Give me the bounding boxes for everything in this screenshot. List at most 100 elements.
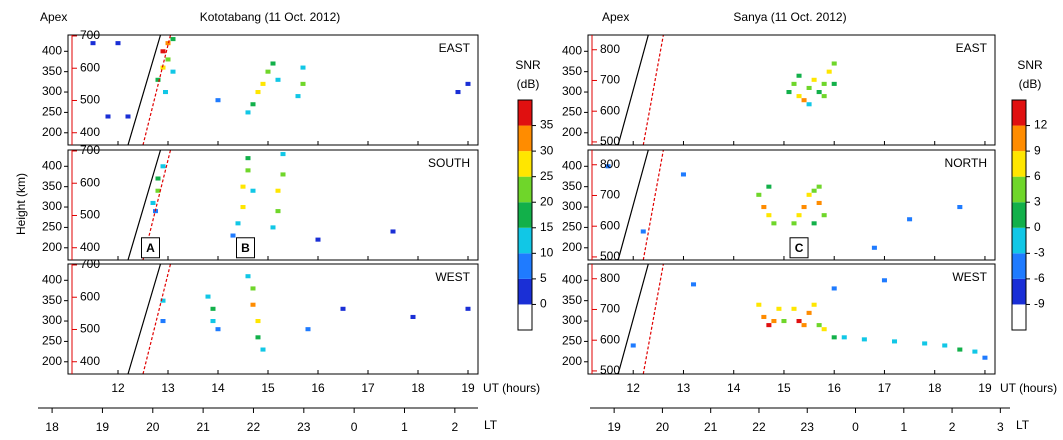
echo-cell [115,41,121,46]
echo-cell [280,152,286,157]
apex-tick-label: 500 [600,249,620,263]
lt-tick-label: 23 [801,420,815,434]
echo-cell [640,229,646,234]
echo-cell [125,114,131,119]
echo-cell [165,57,171,62]
panel-label: WEST [435,270,470,284]
lt-tick-label: 2 [949,420,956,434]
annotation: B [241,241,250,255]
echo-cell [165,41,171,46]
terminator-line [127,263,162,375]
annotation-box [141,237,160,259]
x-tick-label: 17 [878,381,892,395]
echo-cell [811,221,817,226]
echo-cell [826,69,832,74]
echo-cell [250,188,256,193]
echo-cell [265,69,271,74]
echo-cell [680,172,686,177]
y-tick-label: 250 [562,334,582,348]
colorbar-segment [1012,202,1026,228]
apex-tick-label: 700 [80,257,100,271]
colorbar-tick-label: -9 [1034,297,1045,311]
echo-cell [255,335,261,340]
echo-cell [796,73,802,78]
echo-cell [250,286,256,291]
echo-cell [210,319,216,324]
y-tick-label: 250 [562,220,582,234]
x-tick-label: 14 [727,381,741,395]
y-tick-label: 400 [562,158,582,172]
echo-cell [260,347,266,352]
echo-cell [455,90,461,95]
echo-cell [215,327,221,332]
apex-tick-label: 600 [80,175,100,189]
echo-cell [796,94,802,99]
apex-tick-label: 700 [600,188,620,202]
colorbar-tick-label: 12 [1034,118,1048,132]
lt-tick-label: 20 [146,420,160,434]
colorbar-frame [1011,99,1027,331]
echo-cell [831,335,837,340]
echo-cell [155,77,161,82]
echo-cell [275,188,281,193]
terminator-line [127,34,162,146]
apex-tick-label: 400 [80,354,100,368]
echo-cell [811,188,817,193]
lt-tick-label: 18 [45,420,59,434]
echo-cell [766,213,772,218]
apex-tick-label: 600 [80,60,100,74]
y-tick-label: 350 [562,179,582,193]
colorbar-tick-label: 15 [540,220,554,234]
lt-tick-label: 0 [351,420,358,434]
x-tick-label: 19 [461,381,475,395]
colorbar-tick-label: -3 [1034,246,1045,260]
apex-label: Apex [602,10,629,24]
echo-cell [811,302,817,307]
echo-cell [801,205,807,210]
echo-cell [771,319,777,324]
apex-tick-label: 700 [600,73,620,87]
x-axis-label: UT (hours) [1000,381,1057,395]
lt-tick-label: 21 [196,420,210,434]
colorbar-tick-label: -6 [1034,271,1045,285]
echo-cell [972,349,978,354]
y-tick-label: 300 [562,199,582,213]
echo-cell [816,323,822,328]
colorbar-tick-label: 20 [540,194,554,208]
echo-cell [300,65,306,70]
echo-cell [796,213,802,218]
echo-cell [796,319,802,324]
lt-tick-label: 19 [607,420,621,434]
panel-label: WEST [952,270,987,284]
echo-cell [816,200,822,205]
echo-cell [791,81,797,86]
x-tick-label: 13 [161,381,175,395]
panel-frame [587,34,996,146]
echo-cell [831,81,837,86]
colorbar-tick-label: 5 [540,271,547,285]
colorbar-segment [1012,278,1026,305]
echo-cell [821,327,827,332]
terminator-line [617,263,649,375]
x-tick-label: 13 [677,381,691,395]
y-axis-label: Height (km) [14,173,28,235]
echo-cell [816,184,822,189]
colorbar-segment [1012,253,1026,279]
apex-tick-label: 400 [80,240,100,254]
echo-cell [881,278,887,283]
echo-cell [766,323,772,328]
echo-cell [871,245,877,250]
apex-tick-label: 600 [600,332,620,346]
apex-tick-label: 600 [600,218,620,232]
terminator-line [642,149,664,261]
colorbar-frame [517,99,533,331]
echo-cell [821,81,827,86]
echo-cell [861,337,867,342]
echo-cell [105,114,111,119]
echo-cell [163,90,168,95]
colorbar-segment [518,176,532,203]
y-tick-label: 250 [42,334,62,348]
lt-tick-label: 2 [451,420,458,434]
echo-cell [150,200,156,205]
echo-cell [155,188,161,193]
